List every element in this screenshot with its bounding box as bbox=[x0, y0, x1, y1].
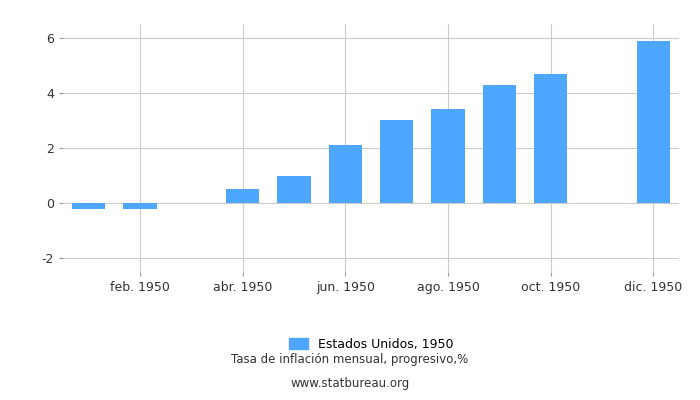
Legend: Estados Unidos, 1950: Estados Unidos, 1950 bbox=[284, 333, 458, 356]
Bar bbox=[380, 120, 413, 203]
Text: Tasa de inflación mensual, progresivo,%: Tasa de inflación mensual, progresivo,% bbox=[232, 354, 468, 366]
Bar bbox=[72, 203, 105, 209]
Bar bbox=[277, 176, 311, 203]
Bar bbox=[534, 74, 567, 203]
Bar bbox=[637, 40, 670, 203]
Text: www.statbureau.org: www.statbureau.org bbox=[290, 378, 410, 390]
Bar bbox=[123, 203, 157, 209]
Bar bbox=[328, 145, 362, 203]
Bar bbox=[483, 85, 516, 203]
Bar bbox=[431, 110, 465, 203]
Bar bbox=[226, 189, 260, 203]
